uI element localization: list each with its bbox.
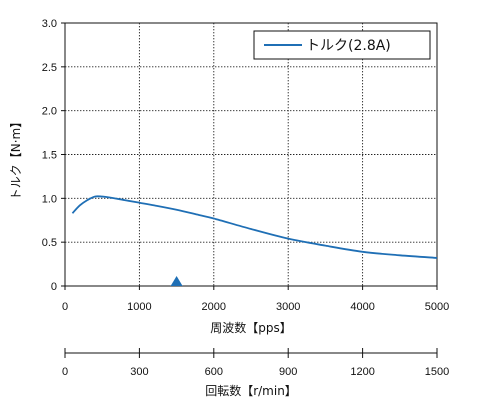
x-axis-marker-triangle [170, 276, 183, 286]
secondary-tick-label: 600 [205, 366, 223, 378]
y-tick-label: 0.5 [42, 237, 57, 249]
secondary-x-axis: 0 300 600 900 1200 1500 [62, 348, 449, 378]
marker-group [170, 276, 183, 286]
secondary-tick-label: 900 [279, 366, 297, 378]
secondary-x-axis-label: 回転数【r/min】 [205, 383, 297, 398]
y-tick-label: 3.0 [42, 18, 57, 30]
x-tick-label: 0 [62, 301, 68, 313]
y-tick-label: 2.0 [42, 106, 57, 118]
secondary-tick-label: 0 [62, 366, 68, 378]
secondary-tick-label: 1200 [350, 366, 374, 378]
x-tick-label: 1000 [127, 301, 151, 313]
x-axis-ticks: 0 1000 2000 3000 4000 5000 [62, 286, 449, 313]
grid-lines [65, 23, 437, 286]
x-tick-label: 3000 [276, 301, 300, 313]
y-axis-ticks: 0 0.5 1.0 1.5 2.0 2.5 3.0 [42, 18, 65, 293]
y-tick-label: 1.0 [42, 193, 57, 205]
x-tick-label: 5000 [425, 301, 449, 313]
x-tick-label: 2000 [202, 301, 226, 313]
y-tick-label: 1.5 [42, 150, 57, 162]
legend-label-torque-2.8a: トルク(2.8A) [306, 38, 391, 54]
series-line-torque-2.8a [71, 195, 438, 259]
series-group [71, 195, 438, 259]
secondary-tick-label: 300 [130, 366, 148, 378]
x-axis-label: 周波数【pps】 [210, 320, 292, 335]
legend: トルク(2.8A) [253, 30, 431, 60]
y-tick-label: 0 [51, 281, 57, 293]
x-tick-label: 4000 [350, 301, 374, 313]
y-tick-label: 2.5 [42, 62, 57, 74]
y-axis-label: トルク【N·m】 [9, 116, 23, 200]
secondary-tick-label: 1500 [425, 366, 449, 378]
